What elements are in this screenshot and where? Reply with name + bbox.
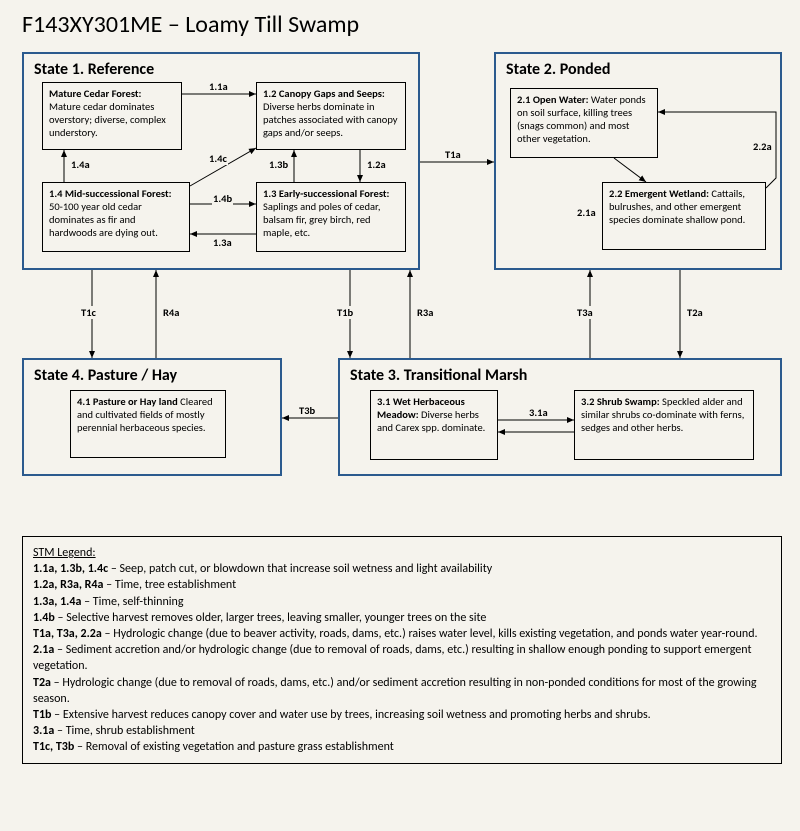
edge-T3b: T3b [298,404,316,417]
edge-T1c: T1c [80,306,97,319]
edge-2-2a: 2.2a [752,140,773,153]
legend-title: STM Legend: [33,545,771,561]
phase-3-2: 3.2 Shrub Swamp: Speckled alder and simi… [574,390,754,460]
phase-2-2-label: 2.2 Emergent Wetland: [609,187,709,200]
phase-1-4-label: 1.4 Mid-successional Forest: [49,187,172,200]
phase-1-3-label: 1.3 Early-successional Forest: [263,187,389,200]
phase-1-1-text: Mature cedar dominates overstory; divers… [49,100,166,139]
legend-row: 3.1a – Time, shrub establishment [33,723,771,739]
edge-T3a: T3a [576,306,594,319]
edge-1-1a: 1.1a [208,80,229,93]
edge-1-3a: 1.3a [212,236,233,249]
phase-4-1-label: 4.1 Pasture or Hay land [77,395,178,408]
edge-3-1a: 3.1a [528,406,549,419]
edge-R3a: R3a [416,306,434,319]
phase-1-3: 1.3 Early-successional Forest: Saplings … [256,182,406,252]
legend-row: T2a – Hydrologic change (due to removal … [33,675,771,707]
phase-1-2: 1.2 Canopy Gaps and Seeps: Diverse herbs… [256,82,406,150]
phase-1-1-label: Mature Cedar Forest: [49,87,141,100]
phase-1-3-text: Saplings and poles of cedar, balsam fir,… [263,200,380,239]
edge-1-3b: 1.3b [268,158,289,171]
phase-1-1: Mature Cedar Forest: Mature cedar domina… [42,82,182,150]
edge-1-4c: 1.4c [208,152,228,165]
edge-T1a: T1a [444,148,462,161]
phase-3-1: 3.1 Wet Herbaceous Meadow: Diverse herbs… [370,390,498,460]
state-2-title: State 2. Ponded [506,60,770,79]
state-1-title: State 1. Reference [34,60,408,79]
edge-1-4a: 1.4a [70,158,91,171]
legend-row: T1b – Extensive harvest reduces canopy c… [33,707,771,723]
edge-R4a: R4a [162,306,180,319]
phase-1-2-text: Diverse herbs dominate in patches associ… [263,100,398,139]
phase-4-1: 4.1 Pasture or Hay land Cleared and cult… [70,390,226,458]
legend-row: 1.1a, 1.3b, 1.4c – Seep, patch cut, or b… [33,561,771,577]
page-title: F143XY301ME – Loamy Till Swamp [22,10,359,39]
phase-1-4-text: 50-100 year old cedar dominates as fir a… [49,200,158,239]
phase-1-4: 1.4 Mid-successional Forest: 50-100 year… [42,182,190,252]
legend-row: 2.1a – Sediment accretion and/or hydrolo… [33,642,771,674]
edge-2-1a: 2.1a [576,206,597,219]
edge-T2a: T2a [686,306,704,319]
phase-3-2-label: 3.2 Shrub Swamp: [581,395,660,408]
phase-2-1-label: 2.1 Open Water: [517,93,589,106]
legend-row: T1c, T3b – Removal of existing vegetatio… [33,739,771,755]
edge-1-4b: 1.4b [212,192,233,205]
state-3-title: State 3. Transitional Marsh [350,366,770,385]
edge-T1b: T1b [336,306,354,319]
edge-1-2a: 1.2a [366,158,387,171]
legend-row: T1a, T3a, 2.2a – Hydrologic change (due … [33,626,771,642]
legend-row: 1.3a, 1.4a – Time, self-thinning [33,594,771,610]
phase-2-2: 2.2 Emergent Wetland: Cattails, bulrushe… [602,182,766,250]
legend-row: 1.4b – Selective harvest removes older, … [33,610,771,626]
phase-2-1: 2.1 Open Water: Water ponds on soil surf… [510,88,658,158]
stm-legend: STM Legend: 1.1a, 1.3b, 1.4c – Seep, pat… [22,536,782,764]
legend-row: 1.2a, R3a, R4a – Time, tree establishmen… [33,577,771,593]
state-4-title: State 4. Pasture / Hay [34,366,270,385]
phase-1-2-label: 1.2 Canopy Gaps and Seeps: [263,87,385,100]
